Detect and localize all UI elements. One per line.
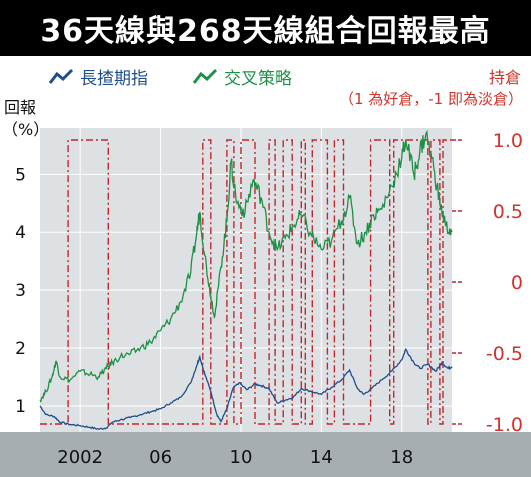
left-tick-label: 1	[15, 397, 26, 417]
left-tick-label: 4	[15, 223, 26, 243]
legend-swatch-futures	[48, 68, 74, 84]
x-tick-label: 10	[230, 447, 253, 468]
x-axis-ticks: 2002 06 10 14 18	[57, 447, 413, 468]
left-axis-title-line1: 回報	[4, 98, 37, 117]
left-axis-title-line2: （%）	[2, 120, 50, 139]
legend-item-strategy: 交叉策略	[192, 64, 292, 89]
left-tick-label: 5	[15, 165, 26, 185]
position-line	[40, 139, 452, 425]
position-series	[40, 139, 452, 425]
right-axis-title-line2: （1 為好倉，-1 即為淡倉）	[338, 90, 523, 108]
series-line-strategy	[39, 129, 453, 403]
left-tick-label: 2	[15, 339, 26, 359]
legend-label-strategy: 交叉策略	[224, 69, 292, 89]
left-tick-label: 3	[15, 281, 26, 301]
grid	[40, 128, 452, 432]
x-tick-label: 2002	[57, 447, 103, 468]
right-tick-label: 0.5	[493, 201, 523, 223]
legend-label-futures: 長揸期指	[80, 69, 148, 89]
right-tick-label: -1.0	[486, 414, 523, 436]
legend-item-futures: 長揸期指	[48, 64, 148, 89]
series-lines	[39, 129, 453, 430]
chart-title: 36天線與268天線組合回報最高	[0, 0, 531, 56]
x-tick-label: 06	[149, 447, 172, 468]
right-tick-label: 1.0	[493, 130, 523, 152]
x-tick-label: 18	[390, 447, 413, 468]
right-tick-label: -0.5	[486, 343, 523, 365]
left-axis-ticks: 1 2 3 4 5	[15, 165, 26, 417]
legend-swatch-strategy	[192, 68, 218, 84]
series-line-futures	[39, 347, 453, 430]
right-tick-label: 0	[511, 272, 523, 294]
x-axis-band	[0, 432, 531, 477]
x-tick-label: 14	[310, 447, 333, 468]
right-axis-title-line1: 持倉	[488, 68, 521, 87]
right-axis-ticks: 1.0 0.5 0 -0.5 -1.0	[452, 130, 523, 436]
